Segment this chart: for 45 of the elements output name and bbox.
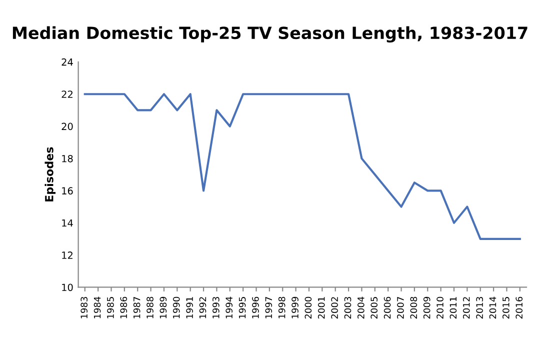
x-tick-label: 1990: [172, 296, 180, 318]
x-tick-label: 2010: [436, 296, 444, 319]
x-tick-label: 1996: [252, 296, 259, 318]
x-tick-label: 2004: [358, 296, 364, 319]
x-tick-label: 2008: [410, 296, 418, 319]
y-tick-label: 14: [62, 219, 73, 227]
y-tick-label: 10: [62, 284, 73, 292]
x-tick-label: 1995: [238, 297, 246, 318]
y-tick-label: 16: [62, 187, 73, 195]
x-tick-label: 2009: [423, 296, 430, 319]
x-tick-label: 1994: [226, 296, 233, 318]
x-tick-label: 2001: [318, 297, 325, 319]
x-tick-label: 1992: [199, 297, 206, 318]
chart-title: Median Domestic Top-25 TV Season Length, 1983-2017: [12, 26, 528, 43]
x-tick-label: 1997: [265, 297, 272, 318]
x-tick-label: 2007: [397, 297, 404, 319]
y-tick-label: 24: [62, 58, 73, 66]
x-tick-label: 1989: [160, 296, 167, 318]
x-tick-label: 2014: [489, 296, 496, 319]
y-axis-title: Episodes: [44, 147, 56, 202]
x-tick-label: 2011: [450, 297, 457, 319]
x-tick-label: 1987: [133, 297, 140, 318]
x-tick-label: 1984: [94, 296, 101, 318]
x-tick-label: 2002: [331, 297, 338, 319]
x-tick-label: 2013: [476, 296, 483, 319]
x-tick-label: 1991: [186, 297, 193, 318]
x-tick-label: 2016: [516, 296, 523, 319]
x-tick-label: 2006: [384, 296, 391, 319]
y-tick-label: 20: [62, 122, 73, 130]
x-tick-label: 1998: [278, 296, 286, 318]
y-tick-label: 12: [62, 252, 72, 259]
x-tick-label: 1983: [80, 296, 88, 318]
x-tick-label: 1985: [107, 297, 114, 318]
line-series: [84, 93, 521, 240]
x-tick-label: 1993: [212, 296, 220, 318]
y-tick-label: 22: [62, 90, 72, 98]
x-tick-label: 1986: [120, 296, 128, 318]
x-tick-label: 2000: [304, 296, 312, 319]
x-tick-label: 2015: [502, 297, 510, 319]
x-tick-label: 1988: [146, 296, 154, 318]
y-tick-label: 18: [62, 154, 73, 162]
x-tick-label: 1999: [292, 296, 298, 318]
x-tick-label: 2003: [344, 296, 352, 319]
x-tick-label: 2005: [370, 297, 378, 319]
x-tick-label: 2012: [462, 297, 470, 319]
